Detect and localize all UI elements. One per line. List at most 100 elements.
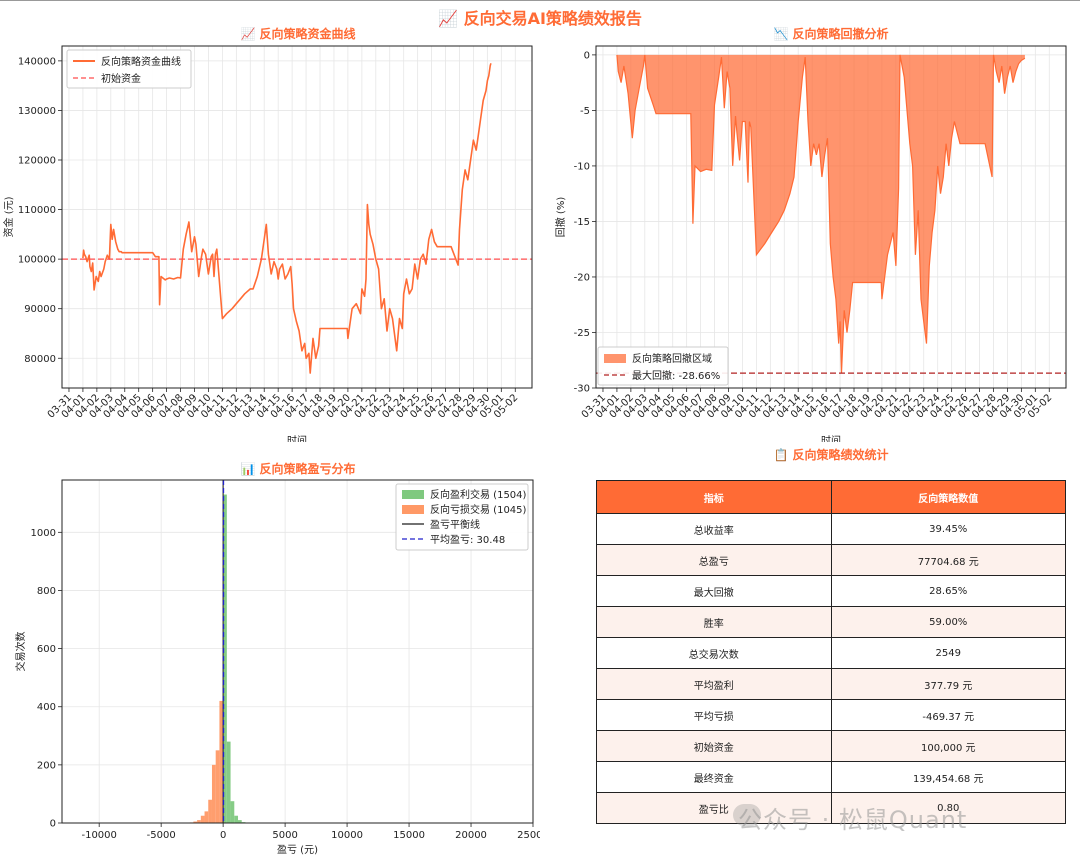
- legend-swatch-loss: [402, 505, 424, 514]
- loss-bar: [219, 700, 224, 823]
- legend-label: 反向策略回撤区域: [632, 352, 712, 365]
- stats-metric-value: 139,454.68 元: [830, 761, 1066, 793]
- stats-header-value: 反向策略数值: [830, 480, 1066, 514]
- loss-bar: [200, 815, 205, 823]
- stats-row: 盈亏比 0.80: [596, 792, 1066, 824]
- drawdown-plot-area: 03-3104-0104-0204-0304-0404-0504-0604-07…: [554, 45, 1067, 442]
- pnl-histogram-title: 📊 反向策略盈亏分布: [240, 461, 355, 476]
- y-tick-label: -25: [574, 328, 590, 339]
- y-tick-label: 100000: [18, 255, 56, 266]
- equity-chart: 📈 反向策略资金曲线 03-3104-0104-0204-0304-0404-0…: [2, 26, 533, 442]
- y-tick-label: 800: [37, 586, 56, 597]
- legend-label: 反向亏损交易 (1045): [430, 503, 527, 516]
- loss-bar: [193, 821, 198, 823]
- legend-box: [66, 49, 192, 89]
- stats-metric-value: 77704.68 元: [830, 544, 1066, 576]
- drawdown-line: [616, 54, 1026, 374]
- x-axis-label: 盈亏 (元): [277, 844, 318, 856]
- stats-metric-label: 平均亏损: [596, 699, 832, 731]
- wechat-logo-icon: [733, 804, 761, 826]
- equity-chart-title: 📈 反向策略资金曲线: [240, 26, 355, 41]
- y-tick-label: 0: [584, 50, 590, 61]
- drawdown-area: [616, 54, 1025, 374]
- loss-bar: [197, 820, 201, 823]
- stats-row: 平均亏损 -469.37 元: [596, 699, 1066, 731]
- legend-label: 平均盈亏: 30.48: [430, 534, 505, 546]
- legend-swatch-profit: [402, 490, 424, 499]
- y-tick-label: -30: [574, 384, 590, 395]
- top-border: [0, 0, 1080, 1]
- stats-row: 最终资金 139,454.68 元: [596, 761, 1066, 793]
- legend-label: 初始资金: [101, 72, 141, 85]
- stats-metric-label: 总交易次数: [596, 637, 832, 669]
- profit-bar: [226, 741, 231, 823]
- stats-row: 总收益率 39.45%: [596, 513, 1066, 545]
- y-tick-label: 1000: [31, 528, 56, 539]
- legend-label: 盈亏平衡线: [430, 518, 480, 531]
- stats-metric-value: 28.65%: [830, 575, 1066, 607]
- stats-metric-label: 胜率: [596, 606, 832, 638]
- y-tick-label: -20: [574, 272, 590, 283]
- equity-line: [82, 63, 492, 374]
- y-tick-label: -15: [574, 217, 590, 228]
- stats-metric-label: 总盈亏: [596, 544, 832, 576]
- y-tick-label: 90000: [24, 304, 56, 315]
- watermark: 公众号 · 松鼠Quant: [738, 806, 968, 834]
- drawdown-chart: 📉 反向策略回撤分析 03-3104-0104-0204-0304-0404-0…: [554, 26, 1067, 442]
- stats-metric-value: 39.45%: [830, 513, 1066, 545]
- stats-metric-value: 2549: [830, 637, 1066, 669]
- stats-row: 初始资金 100,000 元: [596, 730, 1066, 762]
- x-tick-label: 15000: [393, 830, 425, 841]
- legend-label: 反向策略资金曲线: [101, 55, 181, 68]
- y-tick-label: -10: [574, 161, 590, 172]
- stats-header-row: 指标 反向策略数值: [596, 480, 1066, 514]
- stats-metric-value: 0.80: [830, 792, 1066, 824]
- stats-row: 总交易次数 2549: [596, 637, 1066, 669]
- x-tick-label: 5000: [272, 830, 297, 841]
- plot-frame: [61, 479, 534, 824]
- plot-frame: [61, 45, 533, 389]
- legend-label: 反向盈利交易 (1504): [430, 488, 527, 501]
- y-tick-label: 120000: [18, 156, 56, 167]
- x-tick-label: 20000: [455, 830, 487, 841]
- x-axis-label: 时间: [287, 434, 307, 442]
- profit-bar: [230, 801, 235, 823]
- loss-bar: [215, 750, 220, 823]
- drawdown-chart-title: 📉 反向策略回撤分析: [773, 26, 888, 41]
- stats-metric-label: 盈亏比: [596, 792, 832, 824]
- y-tick-label: 0: [50, 819, 56, 830]
- stats-row: 最大回撤 28.65%: [596, 575, 1066, 607]
- stats-header-metric: 指标: [596, 480, 832, 514]
- profit-bar: [238, 820, 242, 823]
- page-title: 📈 反向交易AI策略绩效报告: [438, 9, 642, 28]
- x-axis-label: 时间: [821, 434, 841, 442]
- stats-metric-value: 377.79 元: [830, 668, 1066, 700]
- profit-bar: [234, 815, 239, 823]
- x-tick-label: -5000: [147, 830, 176, 841]
- legend-label: 最大回撤: -28.66%: [632, 369, 720, 382]
- stats-row: 平均盈利 377.79 元: [596, 668, 1066, 700]
- equity-plot-area: 03-3104-0104-0204-0304-0404-0504-0604-07…: [2, 45, 533, 442]
- y-tick-label: 140000: [18, 56, 56, 67]
- x-tick-label: -10000: [81, 830, 116, 841]
- y-tick-label: -5: [580, 106, 590, 117]
- x-tick-label: 0: [220, 830, 226, 841]
- stats-metric-label: 初始资金: [596, 730, 832, 762]
- stats-metric-label: 平均盈利: [596, 668, 832, 700]
- stats-row: 总盈亏 77704.68 元: [596, 544, 1066, 576]
- y-tick-label: 600: [37, 644, 56, 655]
- y-tick-label: 80000: [24, 354, 56, 365]
- stats-metric-value: 59.00%: [830, 606, 1066, 638]
- stats-table: 指标 反向策略数值 总收益率 39.45% 总盈亏 77704.68 元最大回撤 28.…: [596, 480, 1066, 824]
- pnl-histogram: 📊 反向策略盈亏分布 -10000 -5000 0 5000 10000 15000 200…: [14, 461, 540, 856]
- stats-title: 📋 反向策略绩效统计: [773, 448, 889, 462]
- y-axis-label: 资金 (元): [2, 196, 15, 237]
- loss-bar: [211, 764, 216, 823]
- y-tick-label: 130000: [18, 106, 56, 117]
- y-tick-label: 200: [37, 760, 56, 771]
- x-tick-label: 10000: [331, 830, 363, 841]
- stats-metric-label: 总收益率: [596, 513, 832, 545]
- stats-metric-value: 100,000 元: [830, 730, 1066, 762]
- profit-bar: [223, 494, 227, 823]
